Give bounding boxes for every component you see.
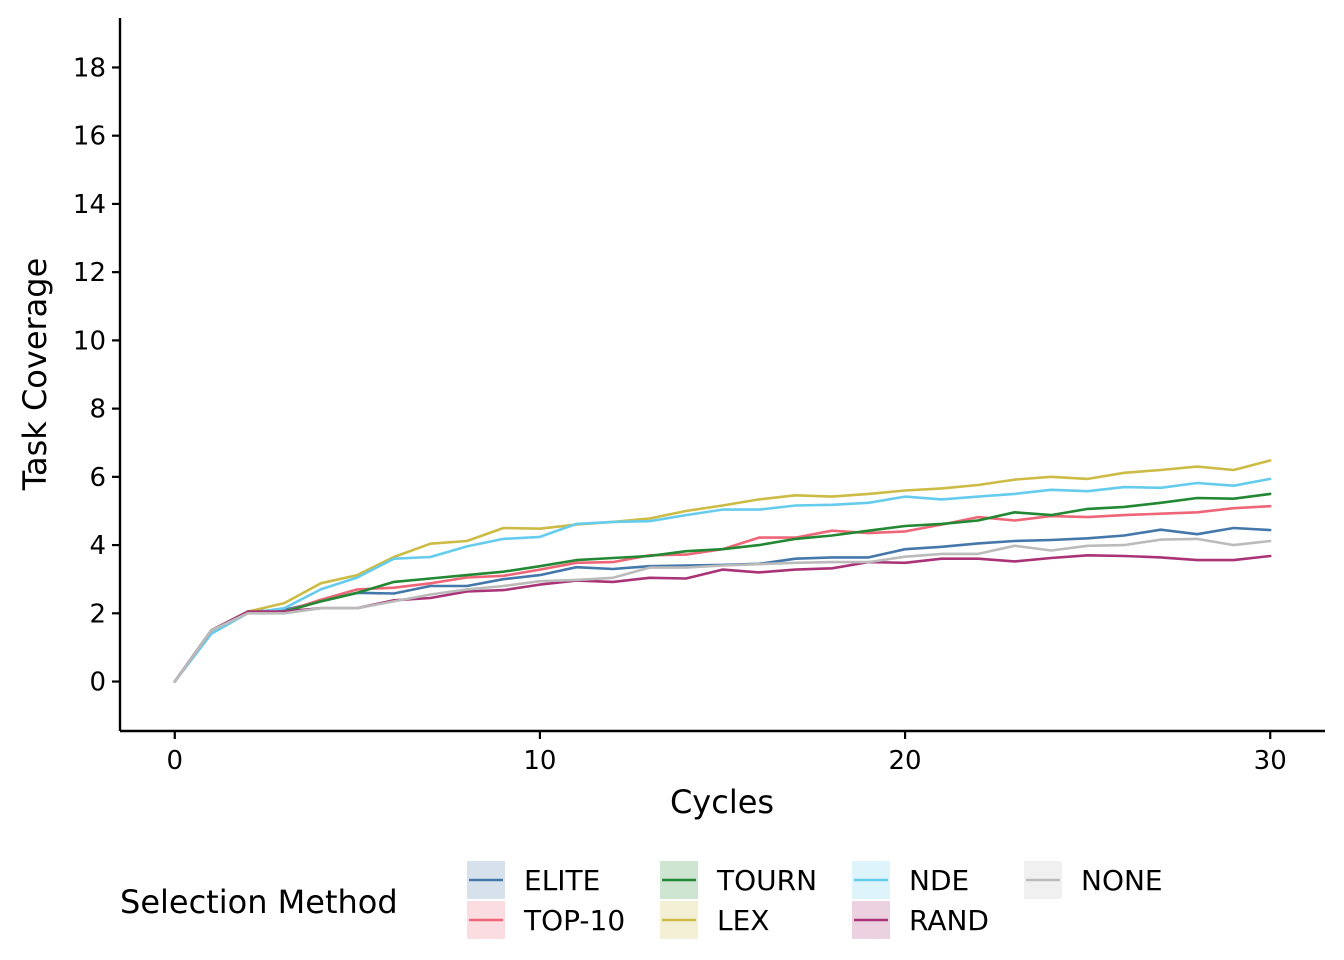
- x-tick-label: 30: [1254, 746, 1287, 776]
- y-tick-label: 16: [73, 122, 106, 152]
- axes: 0 2 4 6 8 10 12 14 16 18 0 10 20 30: [73, 18, 1325, 776]
- series-line-tourn: [173, 492, 1272, 683]
- legend-item-elite: ELITE: [467, 861, 600, 899]
- y-tick-label: 14: [73, 190, 106, 220]
- x-tick-label: 0: [166, 746, 183, 776]
- y-tick-label: 8: [89, 395, 106, 425]
- legend-label: TOP-10: [523, 904, 625, 937]
- legend-item-rand: RAND: [852, 901, 989, 939]
- y-tick-label: 0: [89, 668, 106, 698]
- y-axis-title: Task Coverage: [16, 258, 54, 492]
- legend: ELITE TOP-10 TOURN LEX NDE RAND NONE: [467, 861, 1163, 939]
- series-line-rand: [173, 553, 1272, 683]
- legend-label: LEX: [717, 904, 769, 937]
- legend-label: TOURN: [716, 864, 817, 897]
- y-tick-label: 10: [73, 326, 106, 356]
- legend-label: ELITE: [524, 864, 600, 897]
- legend-item-lex: LEX: [660, 901, 769, 939]
- series-line-lex: [173, 459, 1272, 683]
- legend-label: NDE: [909, 864, 969, 897]
- legend-label: RAND: [909, 904, 989, 937]
- y-tick-label: 2: [89, 599, 106, 629]
- series-line-top-10: [173, 504, 1272, 683]
- legend-item-top-10: TOP-10: [467, 901, 625, 939]
- legend-item-none: NONE: [1024, 861, 1163, 899]
- y-tick-label: 6: [89, 463, 106, 493]
- x-tick-label: 20: [889, 746, 922, 776]
- legend-label: NONE: [1081, 864, 1163, 897]
- series-line-elite: [173, 526, 1272, 683]
- series-line-none: [173, 537, 1272, 683]
- legend-item-nde: NDE: [852, 861, 969, 899]
- y-tick-label: 12: [73, 258, 106, 288]
- y-tick-label: 4: [89, 531, 106, 561]
- plot-lines: [173, 459, 1272, 683]
- y-tick-label: 18: [73, 53, 106, 83]
- x-tick-label: 10: [523, 746, 556, 776]
- series-line-nde: [173, 477, 1272, 683]
- x-axis-title: Cycles: [670, 783, 774, 821]
- legend-title: Selection Method: [120, 883, 398, 921]
- legend-item-tourn: TOURN: [660, 861, 817, 899]
